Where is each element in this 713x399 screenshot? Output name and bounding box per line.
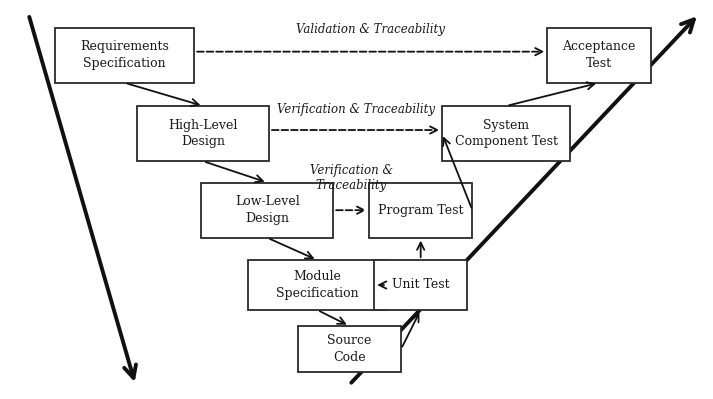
FancyBboxPatch shape [137,106,269,161]
Text: Requirements
Specification: Requirements Specification [81,40,169,70]
Text: System
Component Test: System Component Test [455,119,558,148]
Text: Source
Code: Source Code [327,334,371,364]
FancyBboxPatch shape [442,106,570,161]
FancyBboxPatch shape [298,326,401,372]
Text: Program Test: Program Test [378,203,463,217]
FancyBboxPatch shape [248,260,386,310]
Text: High-Level
Design: High-Level Design [168,119,238,148]
Text: Validation & Traceability: Validation & Traceability [297,23,445,36]
FancyBboxPatch shape [55,28,194,83]
Text: Low-Level
Design: Low-Level Design [235,196,299,225]
Text: Acceptance
Test: Acceptance Test [563,40,635,70]
FancyBboxPatch shape [548,28,650,83]
FancyBboxPatch shape [374,260,467,310]
Text: Module
Specification: Module Specification [276,270,359,300]
FancyBboxPatch shape [369,183,472,238]
Text: Verification & Traceability: Verification & Traceability [277,103,435,116]
Text: Unit Test: Unit Test [392,279,449,292]
Text: Verification &
Traceability: Verification & Traceability [309,164,393,192]
FancyBboxPatch shape [201,183,333,238]
